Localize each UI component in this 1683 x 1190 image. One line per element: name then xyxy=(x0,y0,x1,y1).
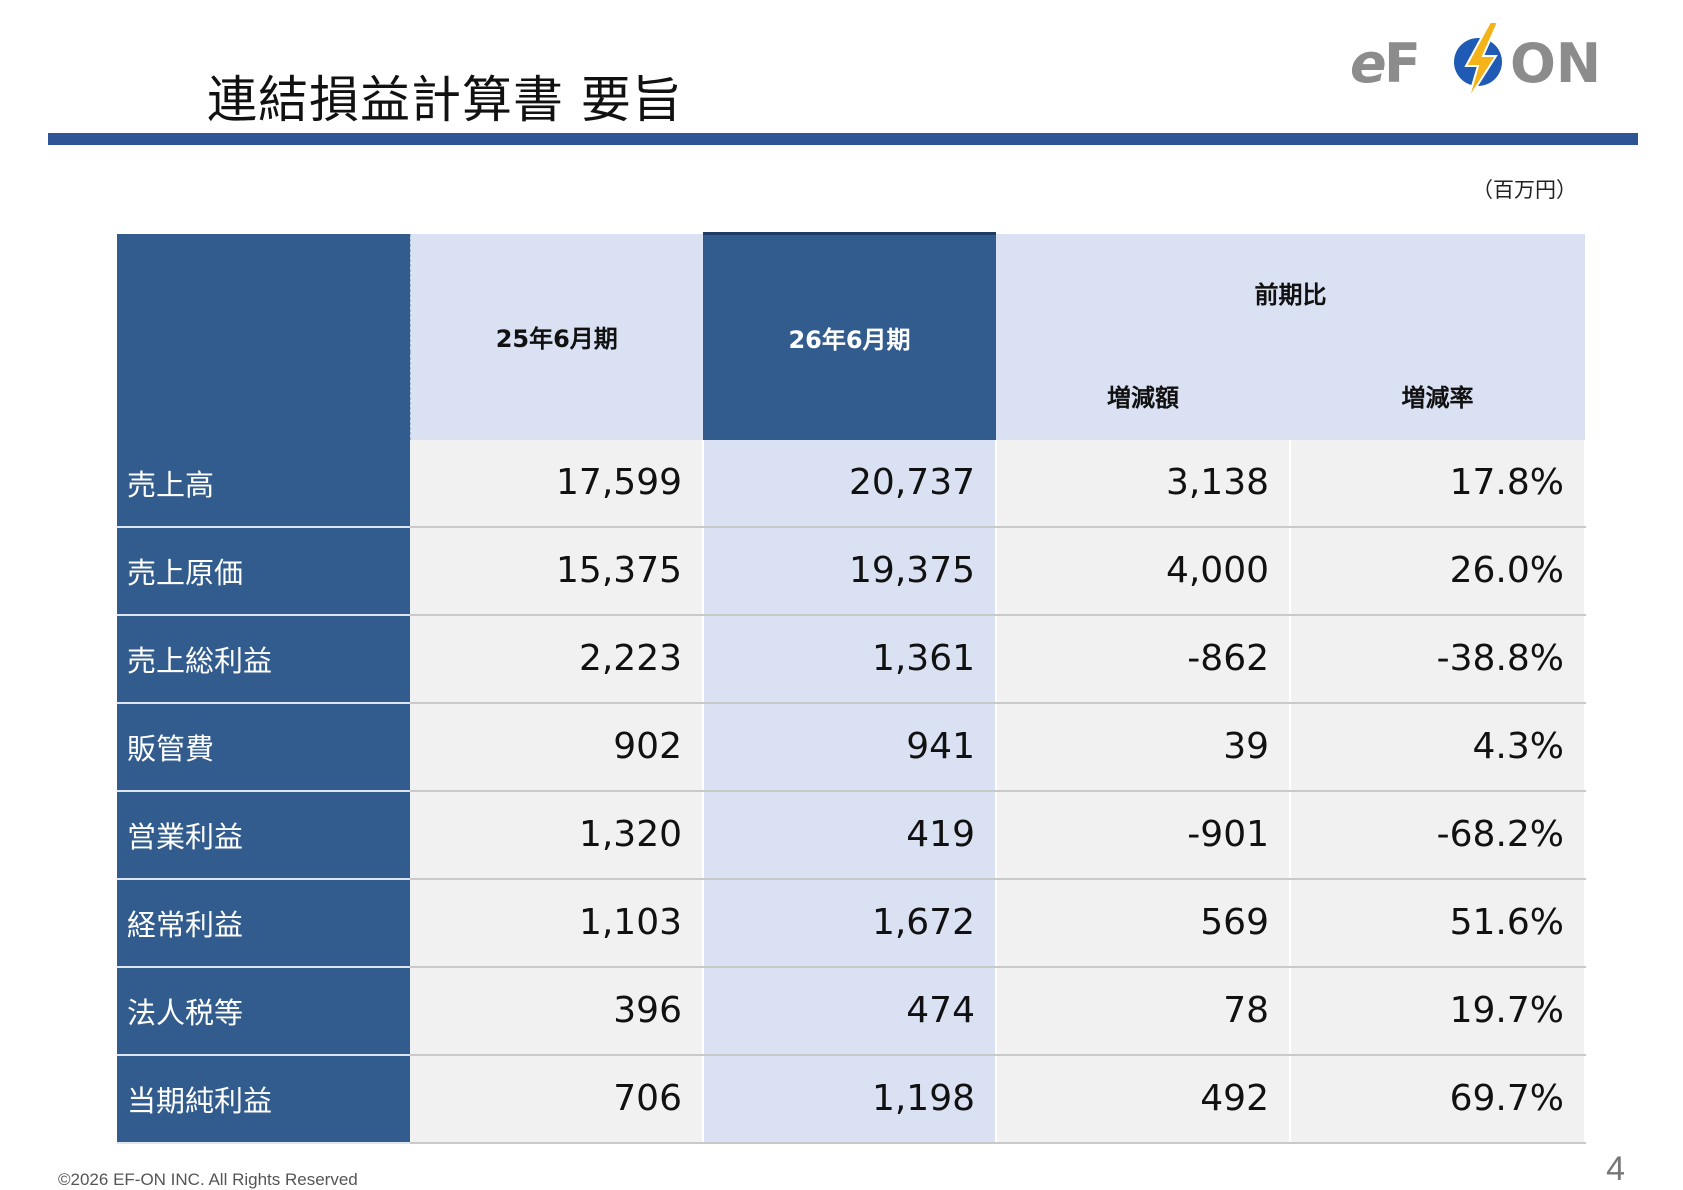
diff-value: -901 xyxy=(996,790,1291,880)
row-label: 当期純利益 xyxy=(117,1054,410,1144)
svg-text:F: F xyxy=(1384,32,1421,95)
table-row: 販管費 902 941 39 4.3% xyxy=(117,702,1586,792)
rate-value: -38.8% xyxy=(1290,614,1586,704)
prev-value: 902 xyxy=(410,702,704,792)
header-diff: 増減額 xyxy=(996,351,1290,440)
header-prev-period: 25年6月期 xyxy=(409,233,703,440)
diff-value: 569 xyxy=(996,878,1291,968)
table-row: 当期純利益 706 1,198 492 69.7% xyxy=(117,1054,1586,1144)
rate-value: 19.7% xyxy=(1290,966,1586,1056)
diff-value: -862 xyxy=(996,614,1291,704)
prev-value: 2,223 xyxy=(410,614,704,704)
prev-value: 396 xyxy=(410,966,704,1056)
row-label: 売上総利益 xyxy=(117,614,410,704)
table-row: 営業利益 1,320 419 -901 -68.2% xyxy=(117,790,1586,880)
header-rate: 増減率 xyxy=(1290,351,1585,440)
current-value: 941 xyxy=(703,702,997,792)
table-row: 法人税等 396 474 78 19.7% xyxy=(117,966,1586,1056)
rate-value: 17.8% xyxy=(1290,439,1586,528)
diff-value: 492 xyxy=(996,1054,1291,1144)
efon-logo: e F ON xyxy=(1350,21,1601,98)
table-row: 売上原価 15,375 19,375 4,000 26.0% xyxy=(117,526,1586,616)
diff-value: 78 xyxy=(996,966,1291,1056)
diff-value: 4,000 xyxy=(996,526,1291,616)
header-current-period: 26年6月期 xyxy=(703,232,996,440)
prev-value: 1,320 xyxy=(410,790,704,880)
table-row: 経常利益 1,103 1,672 569 51.6% xyxy=(117,878,1586,968)
current-value: 20,737 xyxy=(703,439,997,528)
row-label: 営業利益 xyxy=(117,790,410,880)
unit-label: （百万円） xyxy=(1472,178,1577,202)
table-row: 売上高 17,599 20,737 3,138 17.8% xyxy=(117,439,1586,528)
rate-value: 69.7% xyxy=(1290,1054,1586,1144)
prev-value: 706 xyxy=(410,1054,704,1144)
title-divider xyxy=(48,133,1638,145)
page-title: 連結損益計算書 要旨 xyxy=(207,71,683,129)
rate-value: 51.6% xyxy=(1290,878,1586,968)
prev-value: 15,375 xyxy=(410,526,704,616)
rate-value: -68.2% xyxy=(1290,790,1586,880)
rate-value: 4.3% xyxy=(1290,702,1586,792)
current-value: 474 xyxy=(703,966,997,1056)
row-label: 売上高 xyxy=(117,439,410,528)
diff-value: 3,138 xyxy=(996,439,1291,528)
diff-value: 39 xyxy=(996,702,1291,792)
row-label: 経常利益 xyxy=(117,878,410,968)
current-value: 1,198 xyxy=(703,1054,997,1144)
prev-value: 1,103 xyxy=(410,878,704,968)
row-label: 法人税等 xyxy=(117,966,410,1056)
rate-value: 26.0% xyxy=(1290,526,1586,616)
row-label: 販管費 xyxy=(117,702,410,792)
table-row: 売上総利益 2,223 1,361 -862 -38.8% xyxy=(117,614,1586,704)
prev-value: 17,599 xyxy=(410,439,704,528)
page-number: 4 xyxy=(1606,1150,1625,1188)
copyright-footer: ©2026 EF-ON INC. All Rights Reserved xyxy=(58,1170,358,1189)
lightning-bolt-icon xyxy=(1454,21,1502,98)
income-statement-table: 25年6月期 26年6月期 前期比 増減額 増減率 売上高 17,599 20,… xyxy=(117,232,1586,1144)
svg-text:e: e xyxy=(1350,32,1387,95)
row-label: 売上原価 xyxy=(117,526,410,616)
current-value: 1,672 xyxy=(703,878,997,968)
current-value: 19,375 xyxy=(703,526,997,616)
header-blank-cell xyxy=(117,233,410,440)
current-value: 419 xyxy=(703,790,997,880)
svg-text:ON: ON xyxy=(1510,32,1601,95)
current-value: 1,361 xyxy=(703,614,997,704)
header-comparison: 前期比 xyxy=(996,233,1585,352)
